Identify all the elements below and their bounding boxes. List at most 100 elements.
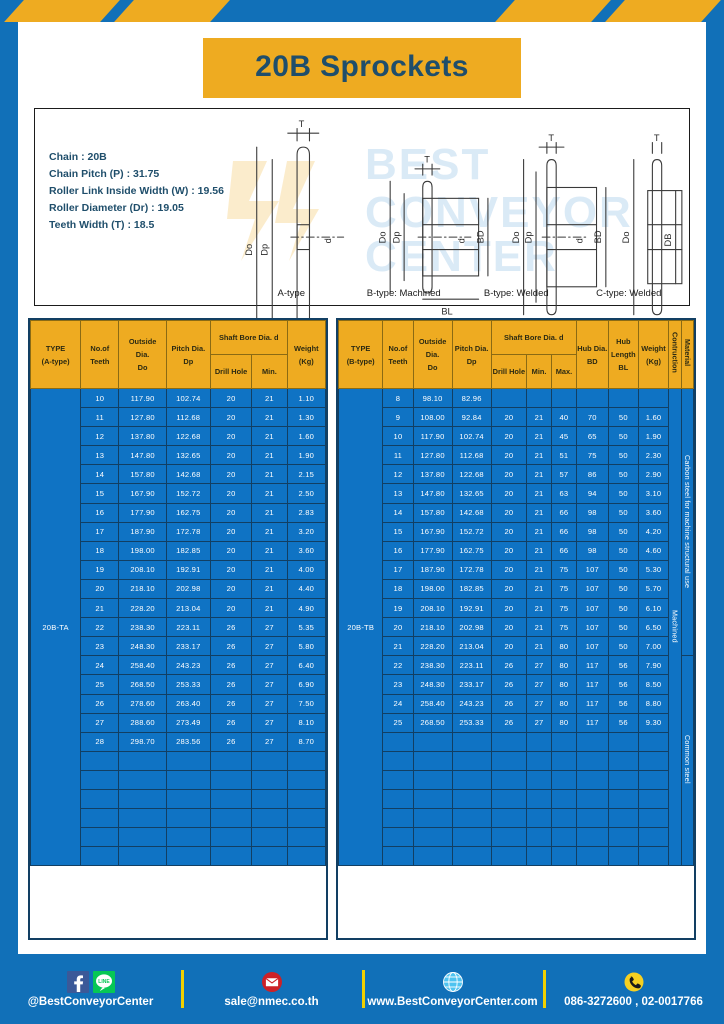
globe-icon[interactable]: [442, 971, 464, 993]
table-b-type: TYPE (B-type) No.of Teeth Outside Dia. D…: [336, 318, 696, 940]
cell-dp: 152.72: [451, 521, 492, 542]
cell-min: 21: [526, 426, 552, 447]
cell-dp: 112.68: [165, 407, 211, 428]
facebook-icon[interactable]: [66, 970, 89, 993]
cell-dp: 243.23: [165, 655, 211, 676]
cell-empty: [209, 808, 253, 829]
cell-bd: 117: [575, 655, 609, 676]
cell-dp: 162.75: [165, 502, 211, 523]
cell-teeth: 11: [382, 445, 414, 466]
cell-max: 80: [550, 712, 577, 733]
cell-do: 187.90: [118, 521, 167, 542]
cell-drill: 26: [209, 636, 253, 657]
cell-teeth: 11: [80, 407, 120, 428]
th-a-teeth: No.of Teeth: [80, 320, 120, 389]
drawing-captions: A-type B-type: Machined B-type: Welded C…: [235, 288, 685, 299]
cell-empty: [286, 788, 327, 810]
footer-social-text[interactable]: @BestConveyorCenter: [27, 995, 154, 1008]
svg-text:Do: Do: [621, 231, 631, 243]
cell-teeth: 22: [80, 617, 120, 638]
cell-empty: [550, 731, 577, 752]
svg-text:Do: Do: [244, 244, 254, 256]
cell-dp: 223.11: [165, 617, 211, 638]
cell-kg: 7.90: [637, 655, 670, 676]
cell-empty: [251, 788, 288, 810]
cell-bd: 65: [575, 426, 609, 447]
cell-max: 63: [550, 483, 577, 504]
cell-bd: 75: [575, 445, 609, 466]
cell-empty: [118, 769, 167, 790]
th-b-construction: Contruction: [668, 320, 682, 389]
cell-min: 21: [251, 483, 288, 504]
phone-icon[interactable]: [623, 971, 645, 993]
th-b-outside-dia: Outside Dia. Do: [412, 320, 453, 389]
cell-dp: 253.33: [451, 712, 492, 733]
cell-empty: [526, 731, 552, 752]
cell-bd: 94: [575, 483, 609, 504]
cell-teeth: 23: [382, 674, 414, 695]
cell-empty: [575, 808, 609, 829]
cell-min: 21: [526, 483, 552, 504]
table-row: 22 238.30 223.11 26 27 5.35: [31, 617, 327, 638]
cell-min: 21: [251, 559, 288, 580]
cell-dp: 102.74: [451, 426, 492, 447]
footer-email-text[interactable]: sale@nmec.co.th: [224, 995, 319, 1008]
cell-do: 108.00: [412, 407, 453, 428]
cell-do: 157.80: [118, 464, 167, 485]
cell-do: 228.20: [118, 598, 167, 619]
cell-empty: [286, 827, 327, 848]
cell-drill: 20: [209, 387, 253, 409]
cell-do: 258.40: [118, 655, 167, 676]
cell-empty: [550, 808, 577, 829]
cell-empty: [451, 808, 492, 829]
cell-do: 198.00: [118, 540, 167, 561]
cell-dp: 172.78: [165, 521, 211, 542]
cell-max: 80: [550, 655, 577, 676]
cell-empty: [490, 731, 528, 752]
cell-drill: 20: [209, 464, 253, 485]
cell-empty: [637, 827, 670, 848]
footer-phone[interactable]: 086-3272600 , 02-0017766: [543, 954, 724, 1024]
cell-dp: 142.68: [165, 464, 211, 485]
cell-drill: 20: [209, 540, 253, 561]
table-row: 15 167.90 152.72 20 21 2.50: [31, 483, 327, 504]
footer-email[interactable]: sale@nmec.co.th: [181, 954, 362, 1024]
cell-do: 137.80: [412, 464, 453, 485]
cell-teeth: 16: [382, 540, 414, 561]
cell-do: 268.50: [118, 674, 167, 695]
cell-drill: 20: [209, 521, 253, 542]
table-row: 14 157.80 142.68 20 21 2.15: [31, 464, 327, 485]
svg-text:Dp: Dp: [523, 231, 533, 243]
cell-empty: [165, 750, 211, 771]
cell-dp: 122.68: [165, 426, 211, 447]
th-b-type: TYPE (B-type): [337, 320, 384, 389]
svg-text:d: d: [323, 238, 333, 243]
cell-min: 21: [526, 617, 552, 638]
footer-website-text[interactable]: www.BestConveyorCenter.com: [367, 995, 538, 1008]
footer-phone-text[interactable]: 086-3272600 , 02-0017766: [564, 995, 703, 1008]
spec-diagram-panel: Chain : 20B Chain Pitch (P) : 31.75 Roll…: [34, 108, 690, 340]
cell-empty: [165, 827, 211, 848]
cell-drill: 20: [209, 578, 253, 600]
email-icon[interactable]: [261, 971, 283, 993]
footer-social[interactable]: LINE @BestConveyorCenter: [0, 954, 181, 1024]
cell-drill: 26: [490, 655, 528, 676]
spec-line-chain: Chain : 20B: [49, 151, 107, 163]
svg-text:d: d: [575, 238, 585, 243]
footer-website[interactable]: www.BestConveyorCenter.com: [362, 954, 543, 1024]
drawing-b-type-machined: T Do Dp d BD BL: [378, 155, 489, 317]
svg-text:Do: Do: [511, 231, 521, 243]
th-a-type: TYPE (A-type): [29, 320, 82, 389]
th-a-bore-group: Shaft Bore Dia. d: [209, 320, 288, 355]
cell-empty: [80, 808, 120, 829]
table-row-empty: [31, 846, 327, 867]
line-icon[interactable]: LINE: [92, 970, 115, 993]
cell-teeth: 13: [382, 483, 414, 504]
cell-min: 27: [251, 674, 288, 695]
cell-teeth: 27: [80, 712, 120, 733]
table-b-body: 20B-TB 8 98.10 82.96 Machined Carbon steel fo…: [337, 387, 695, 867]
th-a-weight: Weight (Kg): [286, 320, 327, 389]
table-a-body: 20B-TA 10 117.90 102.74 20 21 1.10 11 127.80 112.…: [29, 387, 327, 867]
cell-dp: 233.17: [451, 674, 492, 695]
cell-kg: 1.90: [286, 445, 327, 466]
